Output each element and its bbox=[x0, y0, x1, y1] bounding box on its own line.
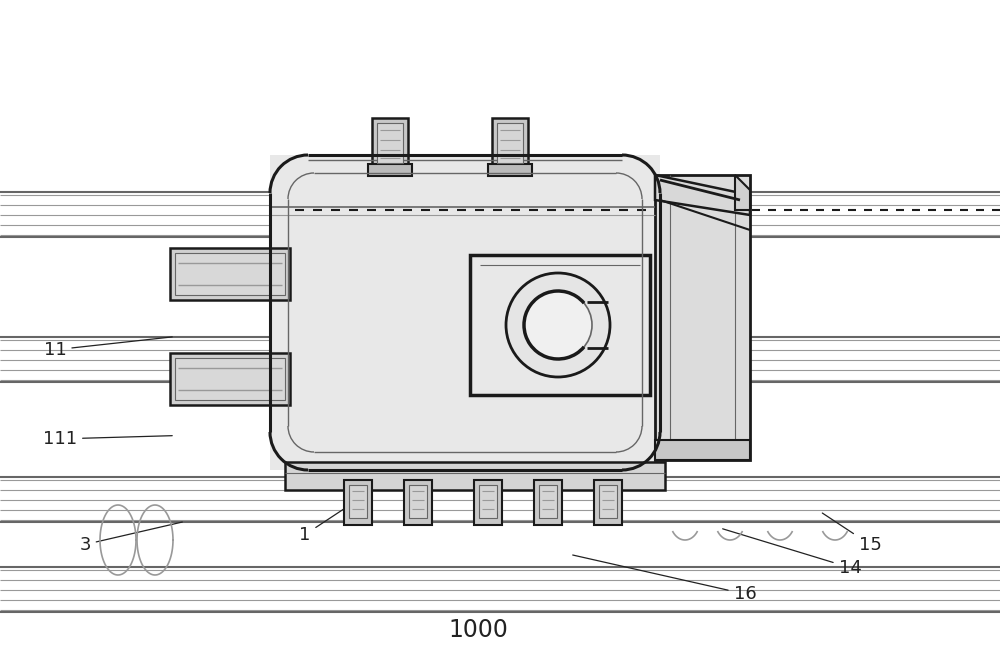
Bar bbox=[344, 480, 372, 525]
Text: 16: 16 bbox=[573, 555, 756, 603]
Bar bbox=[170, 353, 290, 405]
Bar bbox=[655, 175, 750, 460]
Bar bbox=[479, 485, 497, 518]
Text: 1: 1 bbox=[299, 496, 363, 544]
Bar bbox=[497, 123, 523, 163]
Bar bbox=[492, 118, 528, 170]
Text: 3: 3 bbox=[79, 522, 182, 554]
Bar bbox=[655, 440, 750, 460]
Bar bbox=[534, 480, 562, 525]
Circle shape bbox=[524, 291, 592, 359]
Bar bbox=[285, 462, 665, 490]
Polygon shape bbox=[735, 175, 750, 210]
Bar bbox=[372, 118, 408, 170]
Bar bbox=[175, 253, 285, 295]
Bar bbox=[594, 480, 622, 525]
Bar bbox=[175, 358, 285, 400]
Bar bbox=[539, 485, 557, 518]
Text: 14: 14 bbox=[723, 529, 861, 577]
Text: 15: 15 bbox=[822, 513, 881, 554]
Bar bbox=[270, 155, 660, 470]
Bar bbox=[349, 485, 367, 518]
Polygon shape bbox=[655, 175, 750, 215]
Bar bbox=[599, 485, 617, 518]
Bar bbox=[170, 248, 290, 300]
Bar bbox=[377, 123, 403, 163]
Bar bbox=[470, 255, 650, 395]
Circle shape bbox=[506, 273, 610, 377]
Bar bbox=[404, 480, 432, 525]
Text: 11: 11 bbox=[44, 337, 172, 359]
Bar bbox=[474, 480, 502, 525]
Text: 1000: 1000 bbox=[448, 618, 508, 642]
Bar bbox=[368, 164, 412, 176]
Bar bbox=[409, 485, 427, 518]
Text: 111: 111 bbox=[43, 430, 172, 448]
Bar bbox=[488, 164, 532, 176]
